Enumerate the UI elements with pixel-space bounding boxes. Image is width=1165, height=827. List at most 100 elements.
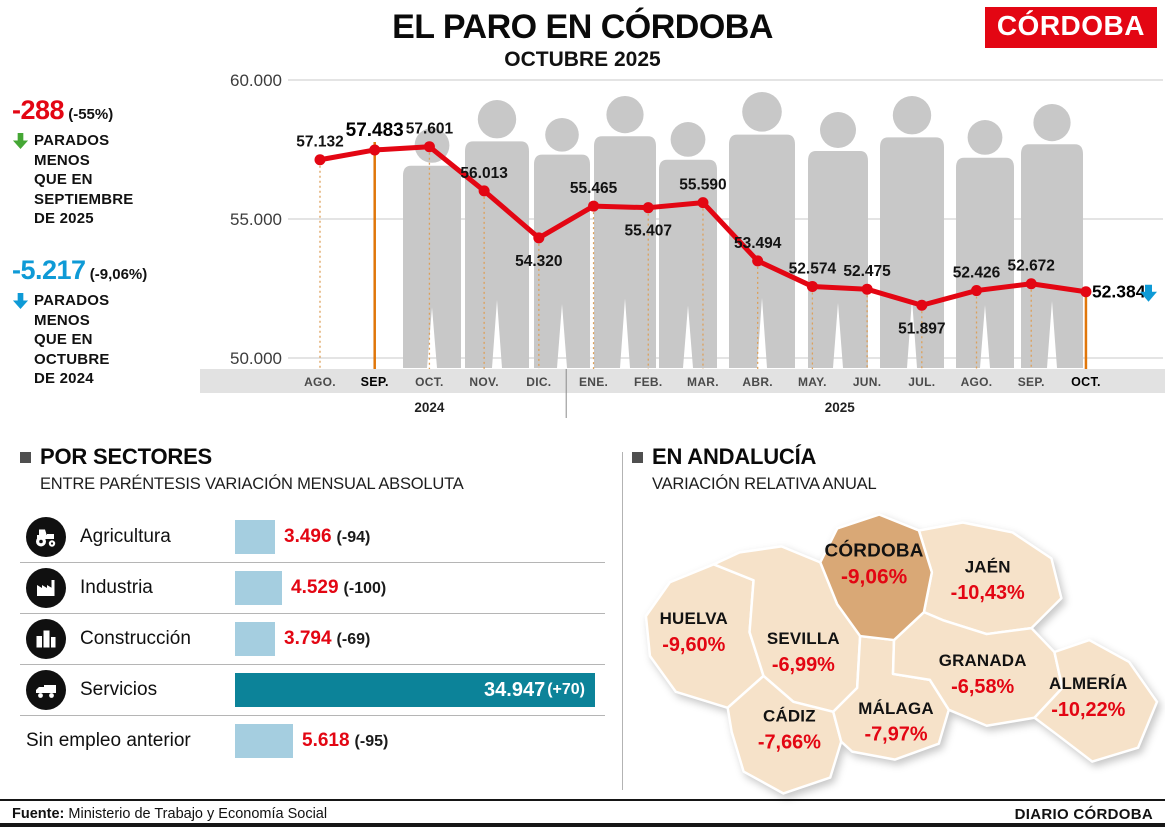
month-label: SEP. <box>361 375 389 389</box>
data-points <box>314 141 1092 311</box>
tractor-icon <box>26 517 66 557</box>
sector-bar <box>235 520 275 554</box>
footer: Fuente: Ministerio de Trabajo y Economía… <box>0 799 1165 823</box>
factory-icon <box>26 568 66 608</box>
month-label: OCT. <box>1071 375 1101 389</box>
monthly-drop-value: -288 <box>12 95 65 125</box>
province-value: -6,58% <box>951 676 1014 698</box>
point-label: 57.132 <box>296 134 343 151</box>
yearly-drop-value: -5.217 <box>12 255 86 285</box>
year-label: 2025 <box>825 400 856 415</box>
point-label: 55.407 <box>625 223 672 240</box>
callout-line: MENOS <box>34 311 91 329</box>
point-label: 57.483 <box>346 120 404 141</box>
point-label: 52.426 <box>953 265 1001 282</box>
sector-bar <box>235 622 275 656</box>
gridlines: 60.000 55.000 50.000 <box>230 71 1163 368</box>
month-label: JUN. <box>853 375 882 389</box>
callout-yearly: -5.217 (-9,06%) PARADOS MENOS QUE EN OCT… <box>12 255 197 389</box>
blue-down-arrow-icon <box>1140 284 1157 302</box>
andalucia-section: EN ANDALUCÍA VARIACIÓN RELATIVA ANUAL HU… <box>632 444 1165 804</box>
callout-line: QUE EN <box>34 331 93 348</box>
andalucia-subtitle: VARIACIÓN RELATIVA ANUAL <box>652 475 877 493</box>
province-shape-normal <box>726 674 843 795</box>
square-bullet-icon <box>632 451 643 463</box>
callout-line: MENOS <box>34 151 91 169</box>
sector-value: 3.794 (-69) <box>284 628 371 649</box>
page-subtitle: OCTUBRE 2025 <box>504 48 661 71</box>
sector-label: Servicios <box>80 679 158 700</box>
square-bullet-icon <box>20 451 31 463</box>
people-silhouettes-icon <box>403 92 1083 368</box>
sector-value: 34.947 <box>484 678 546 701</box>
sector-label: Construcción <box>80 628 191 649</box>
month-label: SEP. <box>1018 375 1045 389</box>
truck-icon <box>26 670 66 710</box>
sector-row: Servicios 34.947 (+70) <box>20 665 605 716</box>
province-value: -9,06% <box>841 565 908 588</box>
point-label: 55.465 <box>570 180 618 197</box>
sector-row: Construcción 3.794 (-69) <box>20 614 605 665</box>
yearly-drop: -5.217 (-9,06%) <box>12 255 197 286</box>
month-label: JUL. <box>908 375 935 389</box>
callout-line: DE 2025 <box>34 210 94 227</box>
sector-row: Industria 4.529 (-100) <box>20 563 605 614</box>
callout-monthly: -288 (-55%) PARADOS MENOS QUE EN SEPTIEM… <box>12 95 197 229</box>
y-axis-label: 50.000 <box>230 349 282 368</box>
point-label: 52.475 <box>843 263 891 280</box>
point-label: 53.494 <box>734 235 782 252</box>
source-text: Ministerio de Trabajo y Economía Social <box>64 806 328 822</box>
x-axis-band <box>200 369 1165 393</box>
sector-bar <box>235 571 282 605</box>
sector-value: 4.529 (-100) <box>291 577 387 598</box>
point-label: 56.013 <box>460 165 508 182</box>
sector-change: (+70) <box>547 681 585 698</box>
yearly-drop-pct: (-9,06%) <box>89 266 148 283</box>
y-axis-label: 55.000 <box>230 210 282 229</box>
province-name: JAÉN <box>965 557 1011 576</box>
andalucia-title: EN ANDALUCÍA <box>652 444 817 469</box>
callout-line: PARADOS <box>34 292 110 309</box>
point-label: 55.590 <box>679 177 726 194</box>
sectors-title: POR SECTORES <box>40 444 213 469</box>
point-guides <box>319 142 1088 369</box>
sector-value: 5.618 (-95) <box>302 730 389 751</box>
sector-rows: Agricultura 3.496 (-94) Industria 4.529 (-100… <box>20 512 605 766</box>
province-value: -7,66% <box>758 732 821 754</box>
point-label: 54.320 <box>515 253 562 270</box>
month-label: AGO. <box>961 375 993 389</box>
province-value: -10,43% <box>951 582 1025 604</box>
sector-row: Agricultura 3.496 (-94) <box>20 512 605 563</box>
sectors-subtitle: ENTRE PARÉNTESIS VARIACIÓN MENSUAL ABSOL… <box>40 475 464 493</box>
province-shape-highlight <box>819 513 934 642</box>
province-shape-normal <box>1033 638 1159 763</box>
province-value: -6,99% <box>772 654 835 676</box>
province-name: GRANADA <box>939 651 1027 670</box>
callout-line: QUE EN <box>34 171 93 188</box>
province-value: -10,22% <box>1051 699 1125 721</box>
province-name: SEVILLA <box>767 629 840 648</box>
andalucia-map: HUELVA -9,60% SEVILLA -6,99% CÁDIZ -7,66% CÓRD… <box>644 513 1159 795</box>
sector-value: 3.496 (-94) <box>284 526 371 547</box>
sector-bar: 34.947 (+70) <box>235 673 595 707</box>
source-label: Fuente: <box>12 806 65 822</box>
province-value: -7,97% <box>864 724 927 746</box>
month-label: MAR. <box>687 375 719 389</box>
province-name: ALMERÍA <box>1049 674 1127 693</box>
green-down-arrow-icon <box>12 133 29 150</box>
buildings-icon <box>26 619 66 659</box>
y-axis-label: 60.000 <box>230 71 282 90</box>
province-name: CÁDIZ <box>763 707 816 726</box>
newspaper-brand: DIARIO CÓRDOBA <box>1014 805 1153 823</box>
monthly-drop: -288 (-55%) <box>12 95 197 126</box>
province-shape-normal <box>917 521 1063 636</box>
sector-label: Agricultura <box>80 526 171 547</box>
province-value: -9,60% <box>662 634 725 656</box>
point-label: 51.897 <box>898 320 945 337</box>
callout-line: DE 2024 <box>34 370 94 387</box>
cordoba-logo: CÓRDOBA <box>984 7 1157 48</box>
point-label: 52.574 <box>789 260 837 277</box>
point-label: 52.384 <box>1092 282 1146 302</box>
